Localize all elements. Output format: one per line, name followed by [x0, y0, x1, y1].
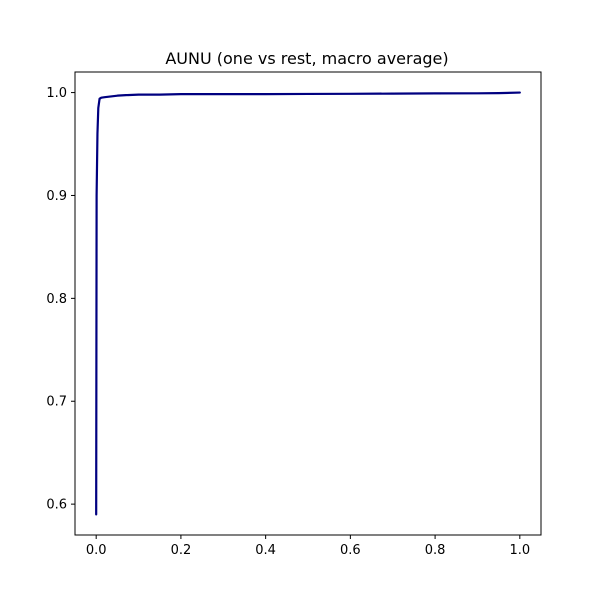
x-tick-label: 1.0 [509, 543, 530, 558]
x-tick-label: 0.4 [255, 543, 276, 558]
y-tick-label: 0.6 [46, 498, 67, 513]
x-tick-label: 0.0 [86, 543, 107, 558]
x-tick-label: 0.8 [425, 543, 446, 558]
plot-frame [74, 71, 542, 536]
y-tick-label: 0.8 [46, 292, 67, 307]
x-tick-label: 0.6 [340, 543, 361, 558]
y-tick-label: 0.7 [46, 395, 67, 410]
y-tick-label: 0.9 [46, 189, 67, 204]
chart-title: AUNU (one vs rest, macro average) [165, 49, 448, 68]
plot-area: 0.0 0.2 0.4 0.6 0.8 1.0 0.6 0.7 0.8 0.9 1.0 [46, 86, 530, 558]
x-tick-label: 0.2 [171, 543, 192, 558]
series-line-0 [95, 91, 521, 516]
y-tick-label: 1.0 [46, 86, 67, 101]
